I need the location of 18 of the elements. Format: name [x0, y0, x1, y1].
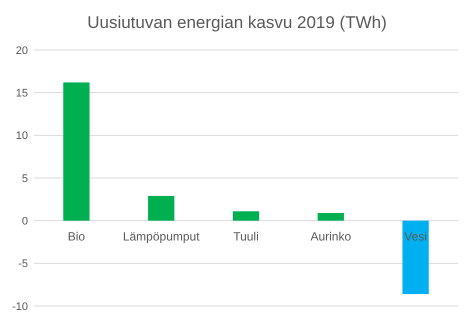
x-tick-label: Tuuli: [233, 230, 259, 244]
y-tick-label: 15: [16, 88, 28, 100]
x-tick-label: Lämpöpumput: [122, 230, 200, 244]
x-tick-label: Bio: [68, 230, 86, 244]
y-tick-label: -10: [12, 300, 28, 313]
y-tick-label: -5: [18, 258, 28, 270]
bar: [63, 82, 90, 221]
bar: [402, 220, 429, 294]
bar: [318, 212, 344, 221]
y-tick-label: 5: [22, 172, 28, 185]
bar: [148, 196, 174, 221]
x-tick-label: Vesi: [404, 230, 427, 244]
chart-title: Uusiutuvan energian kasvu 2019 (TWh): [87, 13, 387, 32]
bar: [232, 211, 260, 221]
y-tick-label: 20: [16, 44, 28, 57]
y-tick-label: 10: [16, 130, 28, 142]
x-tick-label: Aurinko: [310, 230, 352, 244]
y-tick-label: 0: [22, 216, 28, 228]
